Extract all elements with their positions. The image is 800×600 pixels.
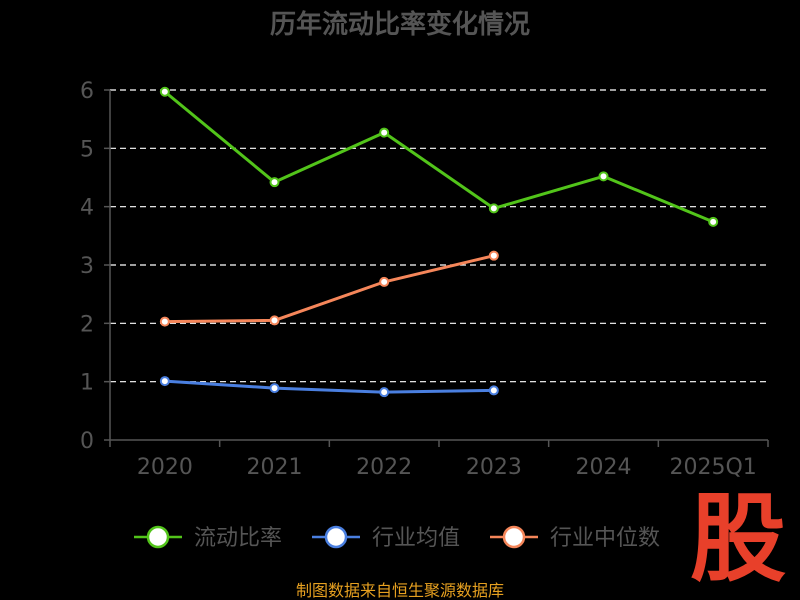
series-line: [164, 379, 494, 394]
legend-label: 流动比率: [194, 526, 282, 551]
data-point: [159, 316, 170, 327]
x-tick-label: 2023: [466, 455, 522, 480]
data-point: [488, 385, 499, 396]
data-point: [708, 216, 719, 227]
series-group: [159, 86, 719, 398]
data-point: [379, 387, 390, 398]
data-point: [379, 127, 390, 138]
x-tick-label: 2020: [137, 455, 193, 480]
legend-item: 行业均值: [312, 525, 460, 551]
y-tick-label: 5: [80, 137, 94, 162]
y-tick-label: 4: [80, 196, 94, 221]
data-point: [598, 171, 609, 182]
x-tick-label: 2024: [576, 455, 632, 480]
data-point: [159, 86, 170, 97]
x-tick-label: 2021: [247, 455, 303, 480]
data-point: [488, 250, 499, 261]
y-tick-label: 2: [80, 312, 94, 337]
y-tick-label: 6: [80, 79, 94, 104]
data-point: [269, 177, 280, 188]
legend-item: 流动比率: [134, 525, 282, 551]
data-point: [269, 315, 280, 326]
legend: 流动比率 行业均值 行业中位数: [134, 525, 660, 551]
data-point: [269, 383, 280, 394]
legend-marker: [146, 525, 170, 549]
logo: 股: [690, 483, 786, 595]
legend-item: 行业中位数: [490, 525, 660, 551]
legend-marker: [502, 525, 526, 549]
legend-label: 行业中位数: [550, 526, 660, 551]
legend-marker: [324, 525, 348, 549]
y-tick-label: 1: [80, 371, 94, 396]
x-tick-label: 2022: [356, 455, 412, 480]
chart-title: 历年流动比率变化情况: [270, 9, 530, 40]
x-tick-label: 2025Q1: [670, 455, 757, 480]
data-point: [379, 276, 390, 287]
grid-lines: [110, 89, 768, 383]
y-tick-label: 3: [80, 254, 94, 279]
legend-label: 行业均值: [372, 526, 460, 551]
data-point: [159, 376, 170, 387]
footer-source: 制图数据来自恒生聚源数据库: [296, 581, 504, 600]
series-line: [163, 90, 714, 224]
axes: 0 1 2 3 4 5 6 2020 2021 2022 2023 2024 2025Q1: [80, 79, 769, 480]
data-point: [488, 203, 499, 214]
y-tick-label: 0: [80, 429, 94, 454]
series-line: [164, 254, 495, 324]
